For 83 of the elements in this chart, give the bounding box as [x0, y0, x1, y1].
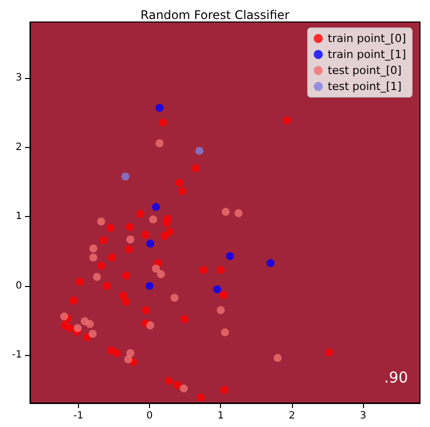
point: [86, 320, 94, 328]
legend-label: train point_[1]: [328, 48, 406, 61]
point: [102, 282, 111, 290]
point: [89, 254, 98, 262]
point: [142, 306, 150, 314]
point: [170, 294, 178, 302]
point: [97, 262, 106, 270]
point: [82, 333, 91, 342]
point: [156, 104, 164, 112]
point: [88, 330, 97, 338]
point: [97, 218, 106, 226]
point: [164, 376, 173, 385]
point: [192, 164, 200, 172]
point: [266, 259, 275, 268]
point: [282, 116, 291, 124]
point: [234, 209, 243, 218]
point: [156, 270, 165, 278]
point: [196, 393, 205, 402]
y-tick-label: -1: [12, 350, 22, 361]
point: [92, 272, 101, 281]
point: [119, 292, 128, 300]
point: [124, 245, 133, 254]
point: [226, 252, 234, 260]
point: [108, 254, 116, 262]
chart-title: Random Forest Classifier: [140, 8, 290, 22]
legend-label: test point_[0]: [328, 64, 402, 77]
point: [156, 139, 164, 148]
point: [76, 278, 84, 286]
point: [213, 285, 222, 294]
legend-label: test point_[1]: [328, 80, 402, 93]
point: [220, 290, 228, 299]
point: [146, 282, 154, 290]
annotation: .90: [384, 368, 408, 386]
point: [159, 118, 168, 126]
y-tick-label: 2: [16, 142, 22, 153]
legend-label: train point_[0]: [328, 32, 406, 45]
point: [121, 172, 130, 180]
point: [160, 232, 169, 240]
point: [146, 321, 154, 330]
point: [175, 178, 184, 187]
x-tick-label: 3: [360, 410, 366, 422]
point: [195, 146, 204, 155]
point: [221, 328, 229, 336]
point: [66, 324, 74, 332]
point: [146, 240, 154, 248]
point: [180, 384, 188, 392]
point: [162, 218, 171, 227]
point: [178, 187, 186, 196]
point: [152, 202, 160, 211]
point: [112, 349, 121, 358]
point: [180, 315, 188, 324]
point: [126, 223, 134, 232]
x-tick-label: 0: [146, 410, 153, 422]
point: [173, 380, 182, 389]
point: [126, 236, 134, 244]
point: [200, 266, 208, 274]
point: [274, 354, 282, 362]
x-tick-label: 1: [218, 410, 224, 422]
y-tick-label: 1: [16, 211, 22, 222]
point: [141, 230, 150, 239]
point: [122, 272, 130, 280]
point: [122, 298, 130, 306]
point: [60, 312, 68, 320]
point: [216, 306, 225, 314]
y-tick-label: 0: [16, 280, 22, 292]
point: [74, 324, 82, 332]
x-tick-label: -1: [73, 410, 84, 422]
point: [106, 224, 114, 232]
point: [124, 355, 132, 364]
point: [220, 386, 228, 394]
point: [152, 264, 160, 273]
point: [222, 208, 230, 216]
x-tick-label: 2: [288, 410, 296, 422]
point: [99, 236, 108, 244]
point: [69, 296, 78, 304]
point: [126, 349, 134, 358]
point: [149, 215, 158, 224]
point: [136, 210, 144, 218]
point: [89, 244, 98, 253]
point: [324, 348, 333, 356]
y-tick-label: 3: [16, 72, 22, 84]
point: [165, 228, 174, 236]
point: [216, 266, 225, 274]
